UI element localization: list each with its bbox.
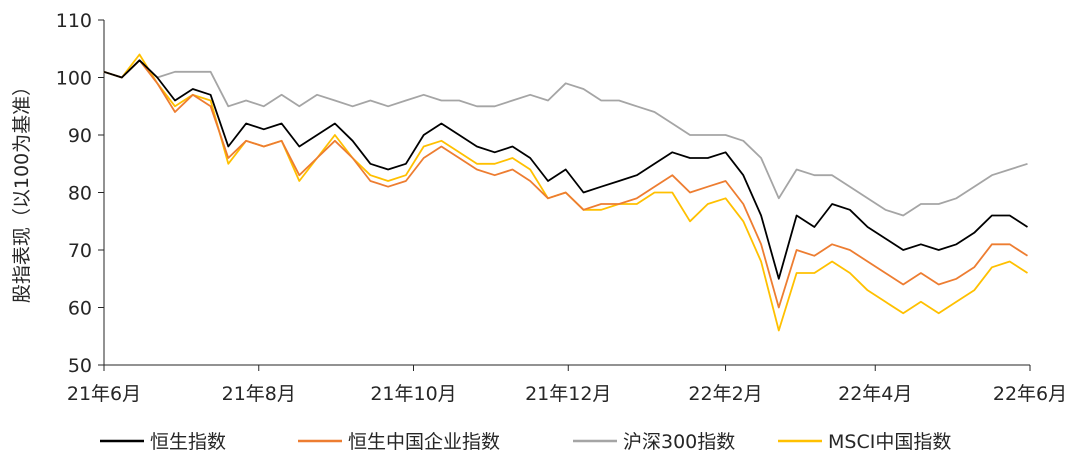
x-tick-label: 22年2月 <box>688 383 762 405</box>
legend-label: MSCI中国指数 <box>828 431 951 453</box>
legend-item: 恒生指数 <box>100 431 226 453</box>
x-tick-label: 22年4月 <box>838 383 912 405</box>
y-tick-label: 80 <box>68 183 92 205</box>
legend-label: 沪深300指数 <box>623 431 735 453</box>
y-axis-label: 股指表现（以100为基准） <box>11 77 33 303</box>
legend-item: 沪深300指数 <box>573 431 735 453</box>
x-axis: 21年6月 21年8月 21年10月 21年12月 22年2月 22年4月 22年6月 <box>67 364 1067 405</box>
legend-item: MSCI中国指数 <box>778 431 951 453</box>
legend-label: 恒生中国企业指数 <box>348 431 500 453</box>
y-tick-label: 110 <box>56 10 92 32</box>
x-tick-label: 21年12月 <box>525 383 611 405</box>
series-line-3 <box>103 59 1028 217</box>
x-tick-label: 21年6月 <box>67 383 141 405</box>
y-tick-label: 90 <box>68 125 92 147</box>
x-tick-label: 21年8月 <box>222 383 296 405</box>
series-line-1 <box>103 59 1028 280</box>
legend-label: 恒生指数 <box>150 431 226 453</box>
legend-item: 恒生中国企业指数 <box>298 431 500 453</box>
legend: 恒生指数 恒生中国企业指数 沪深300指数 MSCI中国指数 <box>100 431 951 453</box>
y-axis: 50 60 70 80 90 100 110 <box>56 10 105 377</box>
x-tick-label: 22年6月 <box>993 383 1067 405</box>
y-tick-label: 70 <box>68 240 92 262</box>
y-tick-label: 60 <box>68 298 92 320</box>
y-tick-label: 100 <box>56 68 92 90</box>
x-tick-label: 21年10月 <box>370 383 456 405</box>
series-line-2 <box>103 59 1028 309</box>
y-tick-label: 50 <box>68 355 92 377</box>
series-layer <box>103 53 1028 332</box>
